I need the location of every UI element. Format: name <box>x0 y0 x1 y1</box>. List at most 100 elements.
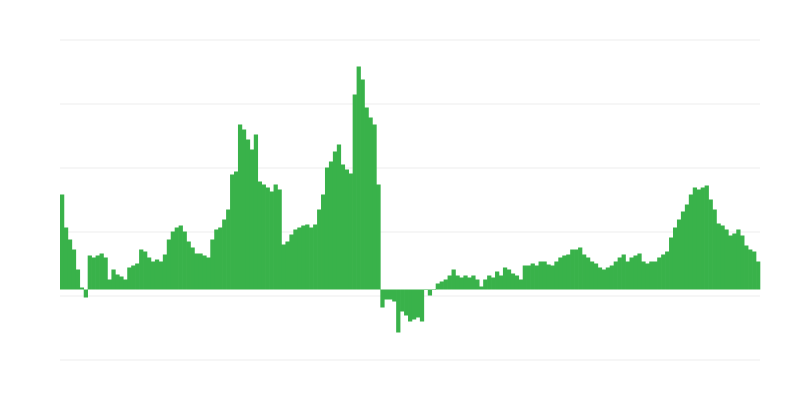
bar-125 <box>554 261 559 290</box>
bar-87 <box>404 289 409 316</box>
bar-138 <box>605 267 611 290</box>
bar-20 <box>139 249 144 290</box>
bar-86 <box>400 289 405 312</box>
bar-12 <box>107 279 112 290</box>
bar-92 <box>423 289 429 290</box>
bar-144 <box>629 257 634 290</box>
bar-127 <box>562 255 567 290</box>
bar-100 <box>455 275 460 290</box>
bar-40 <box>218 227 223 290</box>
bar-171 <box>736 229 741 290</box>
bar-142 <box>621 254 626 290</box>
bar-174 <box>748 249 753 290</box>
bar-93 <box>427 289 433 296</box>
bar-149 <box>649 261 654 290</box>
bar-172 <box>740 235 745 290</box>
bar-160 <box>692 187 698 290</box>
bar-34 <box>194 253 199 290</box>
bar-50 <box>257 181 262 290</box>
bar-58 <box>289 234 294 290</box>
bar-82 <box>384 289 389 300</box>
bar-49 <box>253 134 259 290</box>
bar-25 <box>158 261 164 290</box>
bar-151 <box>657 257 662 290</box>
bar-118 <box>526 265 531 290</box>
bar-112 <box>502 267 508 290</box>
bar-22 <box>147 257 152 290</box>
bar-124 <box>550 265 555 290</box>
bar-63 <box>309 227 314 290</box>
bar-175 <box>752 251 757 290</box>
bar-44 <box>234 171 239 290</box>
bar-169 <box>728 235 733 290</box>
bar-96 <box>439 281 444 290</box>
bar-158 <box>684 204 690 290</box>
bar-3 <box>71 249 77 290</box>
bar-141 <box>617 257 622 290</box>
bar-122 <box>542 261 547 290</box>
bar-64 <box>313 224 318 290</box>
bar-139 <box>609 265 614 290</box>
bar-59 <box>293 229 298 290</box>
bar-108 <box>487 275 492 290</box>
bar-6 <box>83 289 88 298</box>
bar-0 <box>60 194 65 290</box>
bar-5 <box>79 287 85 290</box>
bar-16 <box>123 279 128 290</box>
bar-119 <box>530 263 535 290</box>
bar-104 <box>471 275 476 290</box>
bar-13 <box>111 269 116 290</box>
bar-31 <box>182 231 187 290</box>
bar-29 <box>174 227 179 290</box>
bar-72 <box>344 169 350 290</box>
bar-75 <box>356 66 361 290</box>
bar-53 <box>269 191 274 290</box>
bar-98 <box>447 275 452 290</box>
bars <box>60 66 761 333</box>
bar-33 <box>190 247 195 290</box>
bar-134 <box>589 261 595 290</box>
bar-117 <box>522 265 527 290</box>
bar-114 <box>510 273 516 290</box>
bar-167 <box>720 225 725 290</box>
bar-57 <box>285 241 290 290</box>
bar-2 <box>67 239 73 290</box>
bar-103 <box>467 277 472 290</box>
bar-90 <box>415 289 421 318</box>
bar-140 <box>613 261 618 290</box>
bar-55 <box>277 189 282 290</box>
bar-135 <box>593 263 599 290</box>
bar-91 <box>419 289 425 322</box>
bar-146 <box>637 253 642 290</box>
bar-106 <box>479 286 484 290</box>
bar-47 <box>245 139 251 290</box>
bar-51 <box>261 184 266 290</box>
bar-65 <box>317 209 322 290</box>
bar-14 <box>115 274 120 290</box>
bar-102 <box>463 275 468 290</box>
bar-84 <box>392 289 397 302</box>
bar-128 <box>566 254 571 290</box>
bar-73 <box>348 173 353 290</box>
bar-133 <box>585 257 591 290</box>
bar-161 <box>696 189 701 290</box>
bar-35 <box>198 253 203 290</box>
bar-68 <box>328 161 334 290</box>
bar-123 <box>546 264 551 290</box>
bar-36 <box>202 255 207 290</box>
bar-71 <box>340 164 346 290</box>
bar-23 <box>150 261 156 290</box>
bar-85 <box>396 289 401 333</box>
bar-1 <box>63 227 69 290</box>
bar-61 <box>301 225 306 290</box>
bar-21 <box>143 251 148 290</box>
bar-168 <box>724 229 729 290</box>
bar-11 <box>103 257 108 290</box>
bar-46 <box>241 129 247 290</box>
bar-60 <box>297 227 302 290</box>
bar-66 <box>321 194 326 290</box>
bar-41 <box>222 219 227 290</box>
bar-145 <box>633 255 638 290</box>
bar-19 <box>135 263 140 290</box>
